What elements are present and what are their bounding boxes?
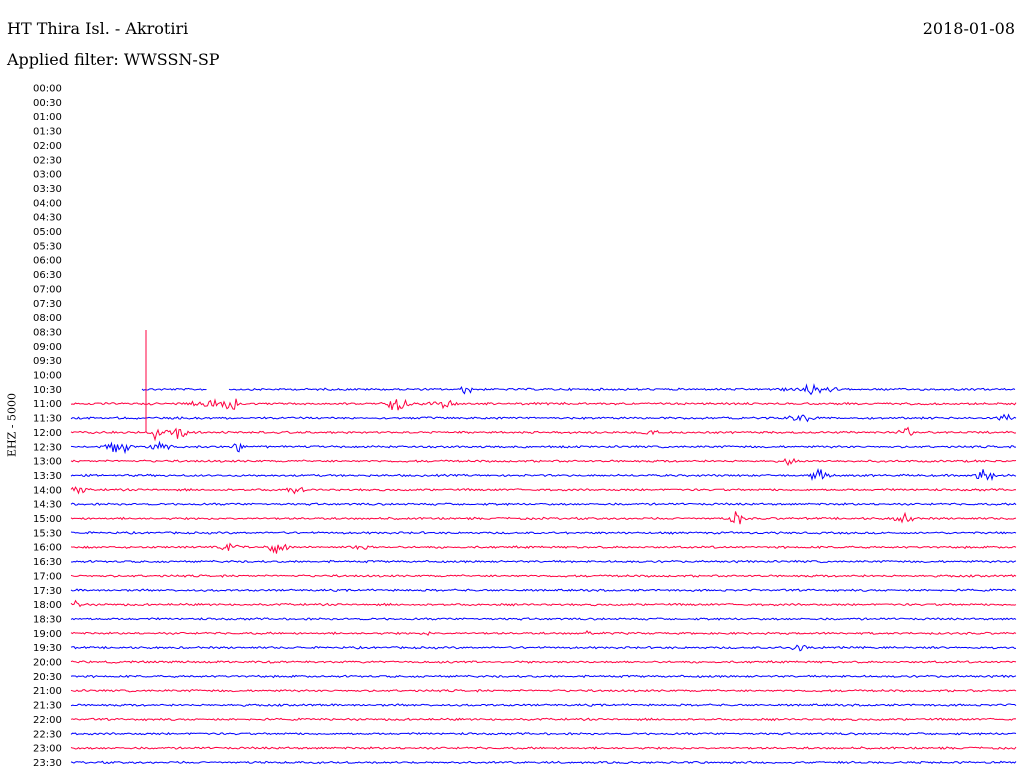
trace-line-2100 <box>70 689 1017 693</box>
trace-line-1730 <box>70 588 1017 593</box>
trace-line-2200 <box>70 717 1017 722</box>
time-tick-label: 15:00 <box>33 514 62 525</box>
time-tick-label: 13:00 <box>33 457 62 468</box>
time-tick-label: 08:30 <box>33 327 62 338</box>
trace-line-2330 <box>70 760 1017 765</box>
filter-label: Applied filter: WWSSN-SP <box>7 50 220 69</box>
time-tick-label: 16:00 <box>33 543 62 554</box>
time-tick-label: 03:00 <box>33 170 62 181</box>
time-tick-label: 19:30 <box>33 643 62 654</box>
time-tick-label: 10:00 <box>33 371 62 382</box>
trace-line-1630 <box>71 559 1017 564</box>
time-tick-label: 21:30 <box>33 701 62 712</box>
trace-line-2130 <box>70 703 1017 707</box>
time-tick-label: 08:00 <box>33 313 62 324</box>
trace-line-1200 <box>70 426 1017 442</box>
trace-line-1100 <box>70 398 1017 411</box>
trace-line-1130 <box>70 413 1017 423</box>
time-tick-label: 04:00 <box>33 198 62 209</box>
time-tick-label: 09:00 <box>33 342 62 353</box>
trace-line-1300 <box>70 457 1017 467</box>
trace-line-2030 <box>70 674 1017 679</box>
trace-line-1830 <box>70 617 1017 621</box>
trace-line-2000 <box>70 660 1017 664</box>
time-tick-label: 02:00 <box>33 141 62 152</box>
time-tick-label: 06:30 <box>33 270 62 281</box>
time-tick-label: 00:00 <box>33 84 62 95</box>
time-tick-label: 07:30 <box>33 299 62 310</box>
time-tick-label: 23:00 <box>33 744 62 755</box>
trace-line-1600 <box>70 542 1017 554</box>
time-tick-label: 12:00 <box>33 428 62 439</box>
time-tick-label: 09:30 <box>33 356 62 367</box>
time-tick-label: 04:30 <box>33 213 62 224</box>
time-tick-label: 14:00 <box>33 485 62 496</box>
time-tick-label: 05:30 <box>33 241 62 252</box>
time-tick-label: 07:00 <box>33 284 62 295</box>
time-tick-label: 10:30 <box>33 385 62 396</box>
time-tick-label: 22:30 <box>33 729 62 740</box>
trace-line-1900 <box>70 629 1017 637</box>
time-tick-label: 00:30 <box>33 98 62 109</box>
time-tick-label: 06:00 <box>33 256 62 267</box>
time-tick-label: 01:00 <box>33 112 62 123</box>
station-title: HT Thira Isl. - Akrotiri <box>7 19 189 38</box>
trace-line-1930 <box>70 644 1016 652</box>
trace-line-1530 <box>70 530 1017 535</box>
time-tick-label: 14:30 <box>33 500 62 511</box>
time-tick-label: 02:30 <box>33 155 62 166</box>
trace-line-2300 <box>70 746 1017 750</box>
trace-line-1230 <box>70 440 1016 455</box>
trace-line-1030 <box>228 383 1016 396</box>
time-tick-label: 18:30 <box>33 614 62 625</box>
time-tick-label: 15:30 <box>33 528 62 539</box>
trace-line-2230 <box>70 731 1017 736</box>
trace-line-1430 <box>70 502 1017 506</box>
time-tick-label: 17:00 <box>33 571 62 582</box>
time-tick-label: 18:00 <box>33 600 62 611</box>
time-tick-label: 21:00 <box>33 686 62 697</box>
trace-line-1030 <box>141 387 207 391</box>
time-tick-label: 03:30 <box>33 184 62 195</box>
time-tick-label: 20:00 <box>33 658 62 669</box>
trace-line-1400 <box>70 486 1017 495</box>
time-tick-label: 11:00 <box>33 399 62 410</box>
time-tick-label: 13:30 <box>33 471 62 482</box>
time-tick-label: 20:30 <box>33 672 62 683</box>
time-tick-label: 22:00 <box>33 715 62 726</box>
trace-line-1700 <box>70 574 1017 578</box>
time-tick-label: 11:30 <box>33 414 62 425</box>
record-date: 2018-01-08 <box>922 19 1015 38</box>
time-tick-label: 17:30 <box>33 586 62 597</box>
time-tick-label: 19:00 <box>33 629 62 640</box>
trace-line-1330 <box>70 468 1017 482</box>
time-tick-label: 01:30 <box>33 127 62 138</box>
trace-line-1800 <box>70 599 1017 608</box>
time-tick-label: 16:30 <box>33 557 62 568</box>
time-tick-label: 05:00 <box>33 227 62 238</box>
trace-line-1500 <box>70 511 1017 525</box>
time-tick-label: 12:30 <box>33 442 62 453</box>
time-tick-label: 23:30 <box>33 758 62 769</box>
